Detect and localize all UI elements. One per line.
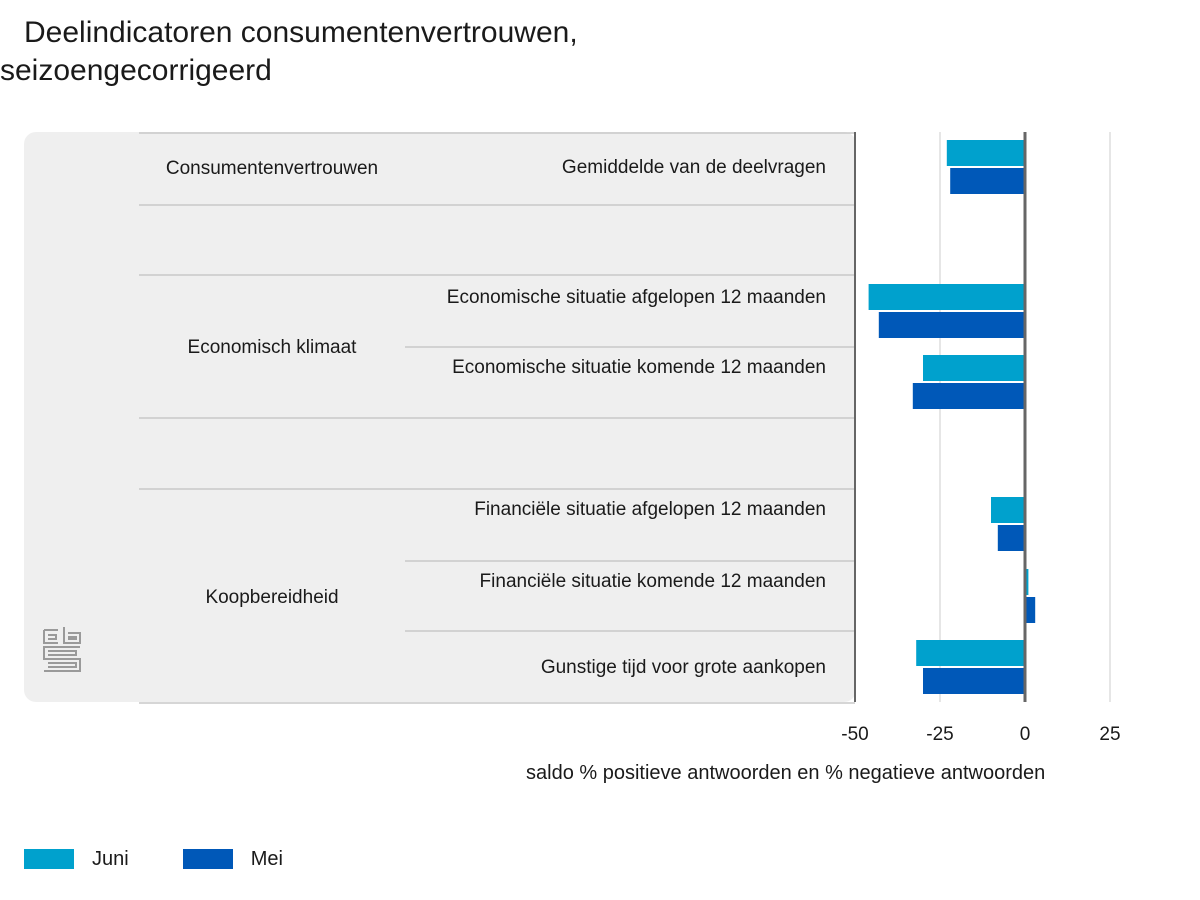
category-label: Economische situatie afgelopen 12 maande…	[446, 287, 826, 308]
chart-title: Deelindicatoren consumentenvertrouwen, s…	[0, 14, 760, 90]
x-tick-label: 0	[1020, 724, 1031, 745]
group-label-koopbereidheid: Koopbereidheid	[205, 587, 339, 608]
bar-mei	[912, 383, 1025, 409]
legend-label-mei: Mei	[250, 847, 283, 870]
group-label-consumentenvertrouwen: Consumentenvertrouwen	[165, 158, 379, 179]
group-label-economisch-klimaat: Economisch klimaat	[187, 337, 357, 358]
bar-mei	[878, 312, 1025, 338]
bar-mei	[950, 168, 1025, 194]
x-tick-label: 25	[1099, 724, 1120, 745]
bar-juni	[923, 355, 1025, 381]
category-label: Economische situatie komende 12 maanden	[452, 357, 826, 378]
chart-title-line-2: seizoengecorrigeerd	[0, 54, 272, 87]
bar-juni	[916, 640, 1025, 666]
legend: Juni Mei	[24, 846, 337, 872]
chart-title-line-1: Deelindicatoren consumentenvertrouwen,	[24, 16, 578, 49]
cbs-logo-icon	[42, 626, 84, 679]
category-label: Gemiddelde van de deelvragen	[561, 157, 826, 178]
bar-juni	[991, 497, 1025, 523]
x-axis-title: saldo % positieve antwoorden en % negati…	[526, 762, 1046, 784]
category-label: Financiële situatie afgelopen 12 maanden	[474, 499, 826, 520]
category-label: Financiële situatie komende 12 maanden	[479, 571, 826, 592]
x-tick-label: -50	[841, 724, 868, 745]
legend-swatch-mei	[182, 849, 233, 869]
x-tick-label: -25	[926, 724, 953, 745]
bar-juni	[868, 284, 1025, 310]
legend-item-juni: Juni	[24, 848, 129, 871]
bar-juni	[1025, 569, 1029, 595]
label-panel	[24, 132, 856, 702]
category-label: Gunstige tijd voor grote aankopen	[540, 657, 826, 678]
legend-item-mei: Mei	[182, 847, 283, 871]
bar-mei	[923, 668, 1025, 694]
bar-mei	[997, 525, 1025, 551]
legend-label-juni: Juni	[92, 847, 129, 870]
bar-juni	[946, 140, 1025, 166]
legend-swatch-juni	[24, 849, 74, 869]
bar-mei	[1025, 597, 1036, 623]
